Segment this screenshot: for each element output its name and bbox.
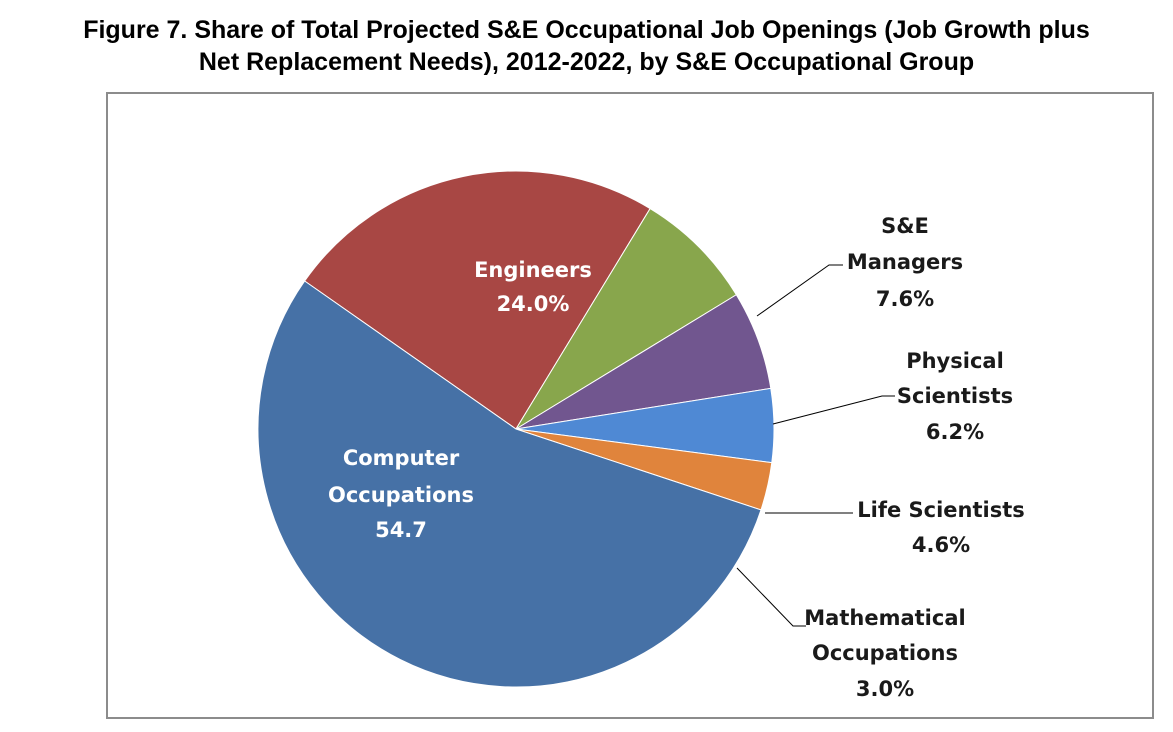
chart-title: Figure 7. Share of Total Projected S&E O…	[0, 14, 1173, 78]
pie-slice-computer-occupations	[257, 280, 762, 688]
slice-label-physical-scientists-1: Physical	[906, 349, 1004, 373]
slice-value-computer-occupations: 54.7	[375, 518, 427, 542]
leader-line-sande-managers	[756, 264, 843, 317]
slice-label-physical-scientists-2: Scientists	[897, 384, 1013, 408]
slice-label-sande-managers-1: S&E	[881, 214, 929, 238]
slice-value-physical-scientists: 6.2%	[926, 420, 984, 444]
pie-slice-sande-managers	[515, 207, 738, 430]
slice-label-computer-occupations-1: Computer	[343, 446, 460, 470]
slice-label-computer-occupations-2: Occupations	[328, 483, 474, 507]
slice-value-life-scientists: 4.6%	[912, 533, 970, 557]
slice-value-sande-managers: 7.6%	[876, 287, 934, 311]
chart-title-line-1: Figure 7. Share of Total Projected S&E O…	[83, 16, 1090, 44]
chart-title-line-2: Net Replacement Needs), 2012-2022, by S&…	[198, 48, 975, 76]
slice-label-mathematical-occupations-2: Occupations	[812, 641, 958, 665]
slice-label-mathematical-occupations-1: Mathematical	[804, 606, 965, 630]
pie-slice-engineers	[303, 170, 651, 430]
leader-line-physical-scientists	[772, 395, 895, 425]
leader-line-mathematical-occupations	[736, 567, 806, 627]
slice-value-engineers: 24.0%	[497, 292, 570, 316]
slice-label-sande-managers-2: Managers	[847, 250, 963, 274]
slice-label-engineers-1: Engineers	[474, 258, 592, 282]
slice-value-mathematical-occupations: 3.0%	[856, 677, 914, 701]
slice-label-life-scientists-1: Life Scientists	[857, 498, 1025, 522]
